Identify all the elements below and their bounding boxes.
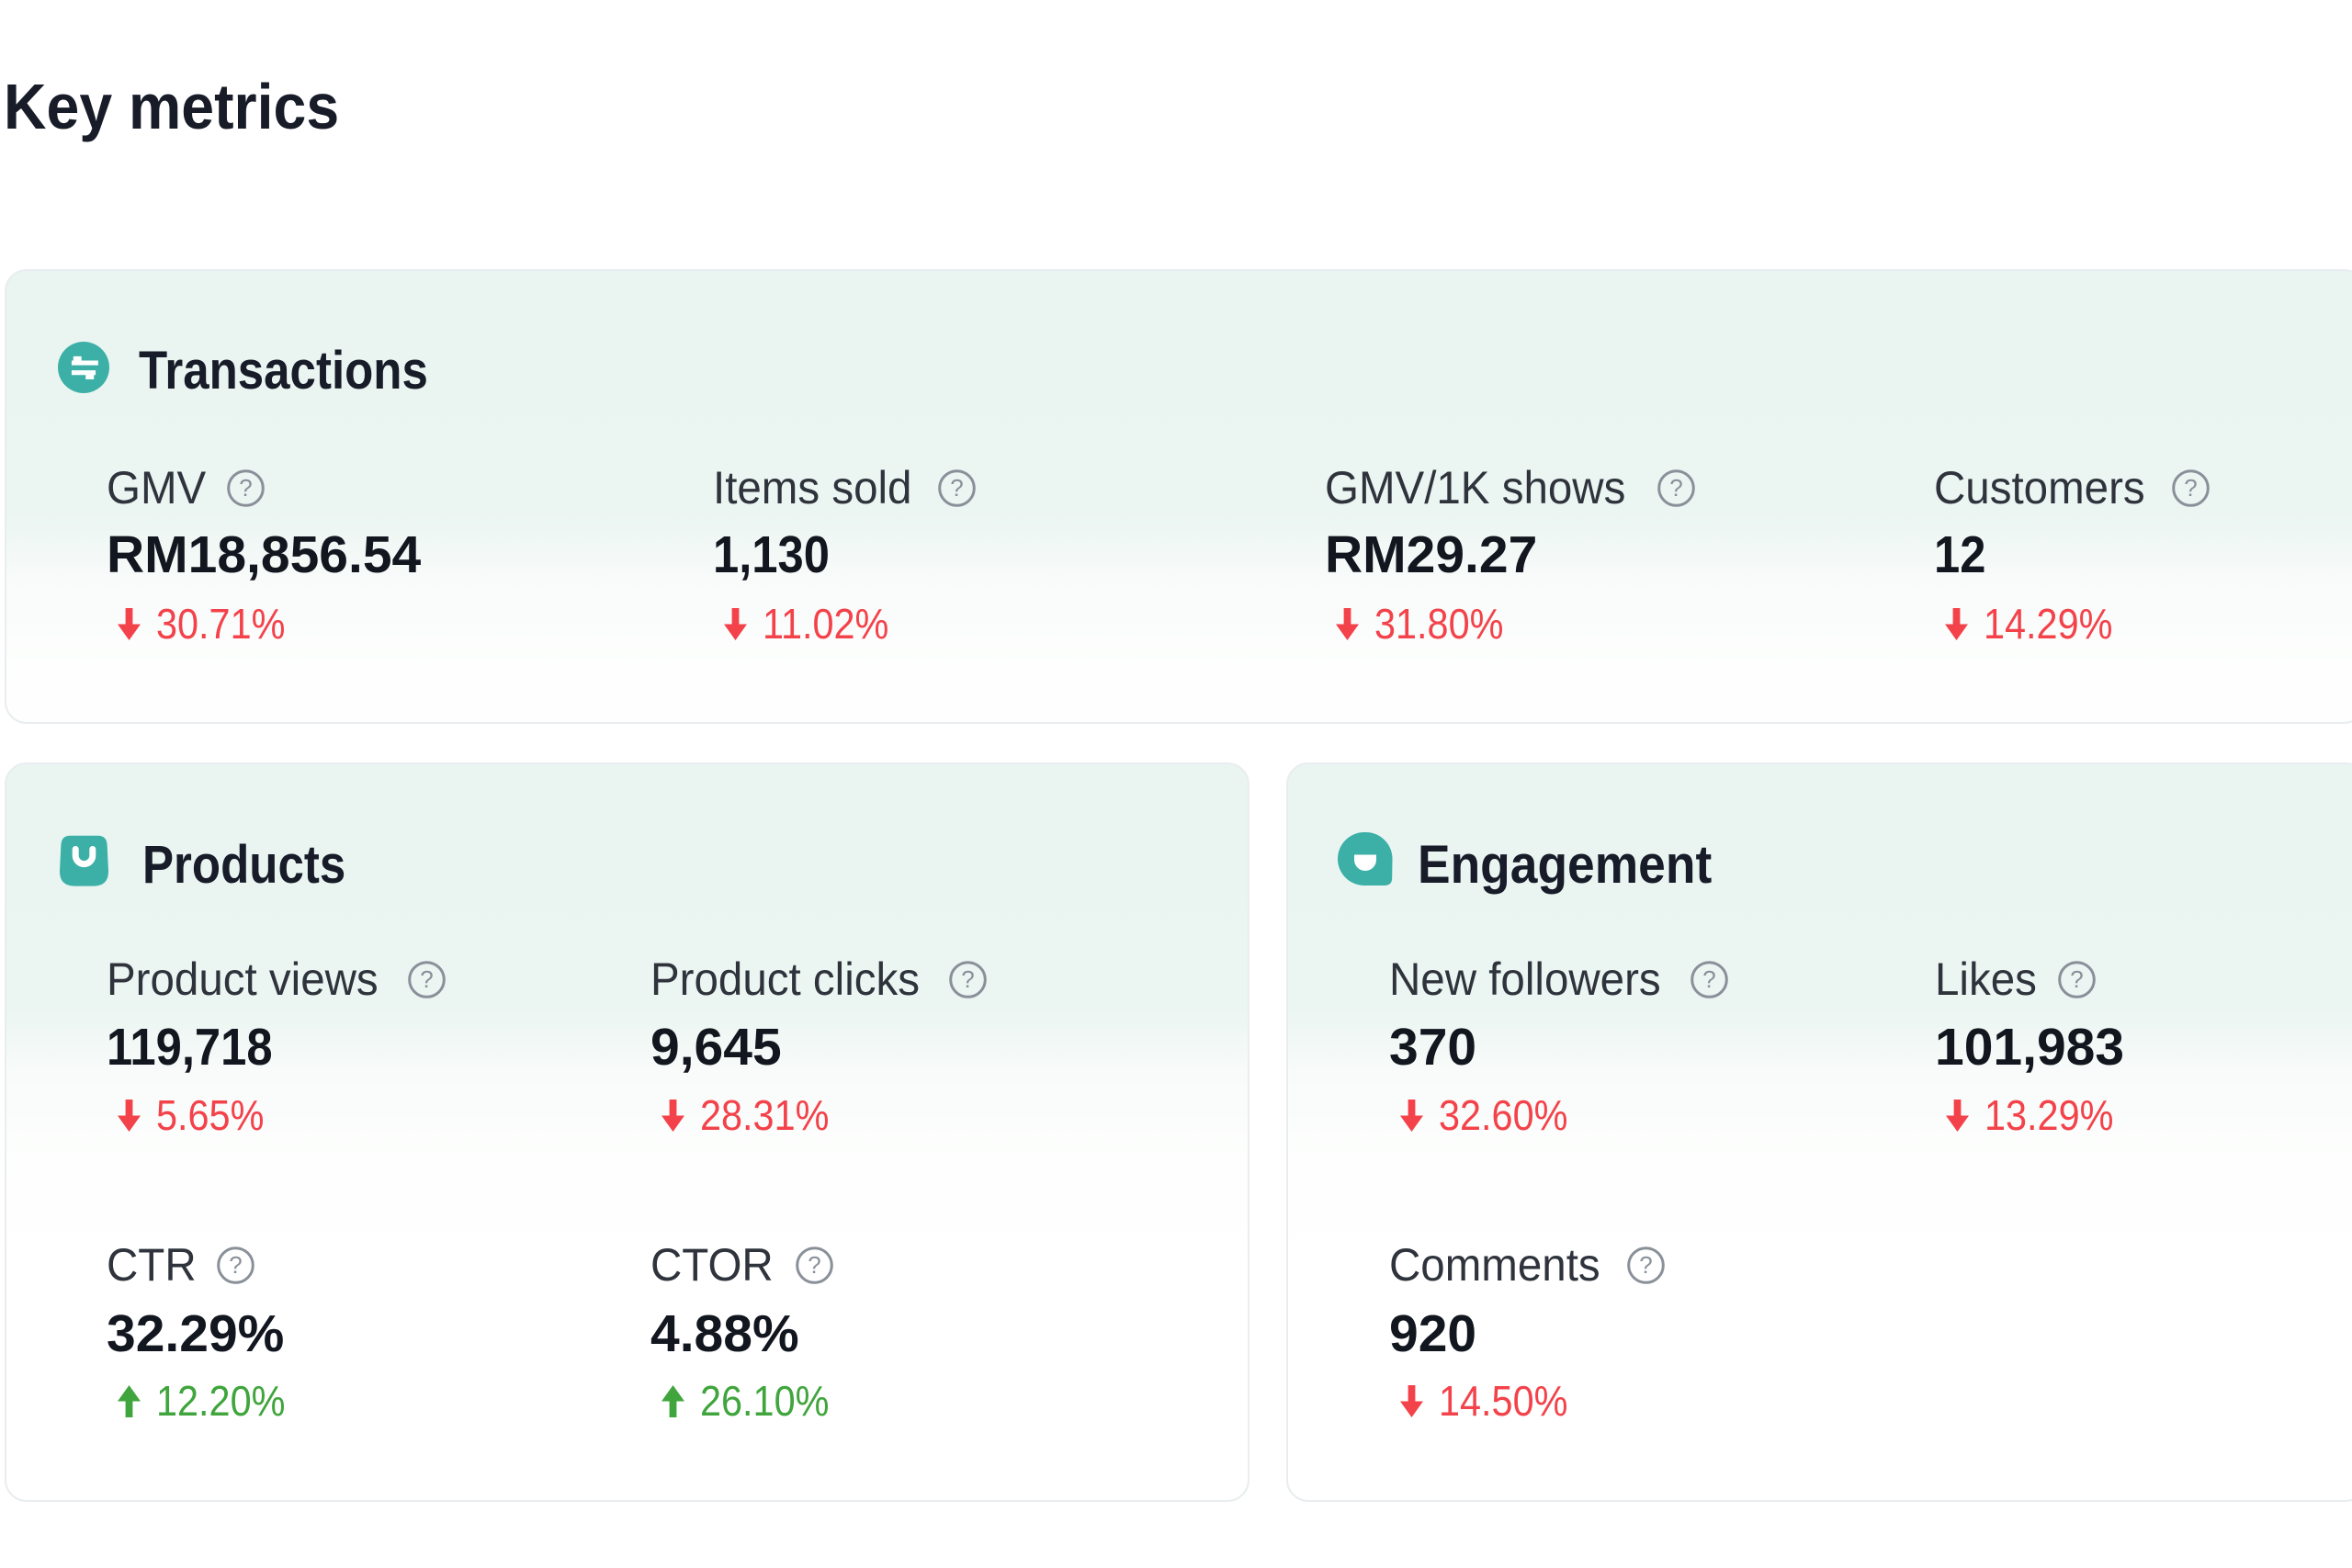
svg-text:?: ?	[229, 1251, 242, 1279]
svg-text:?: ?	[421, 965, 434, 993]
svg-text:?: ?	[808, 1251, 820, 1279]
svg-text:?: ?	[950, 474, 963, 502]
svg-text:?: ?	[1639, 1251, 1652, 1279]
svg-text:?: ?	[1702, 965, 1715, 993]
svg-text:?: ?	[239, 474, 252, 502]
svg-text:?: ?	[962, 965, 975, 993]
svg-text:?: ?	[1669, 474, 1682, 502]
svg-text:?: ?	[2184, 474, 2197, 502]
svg-text:?: ?	[2070, 965, 2083, 993]
